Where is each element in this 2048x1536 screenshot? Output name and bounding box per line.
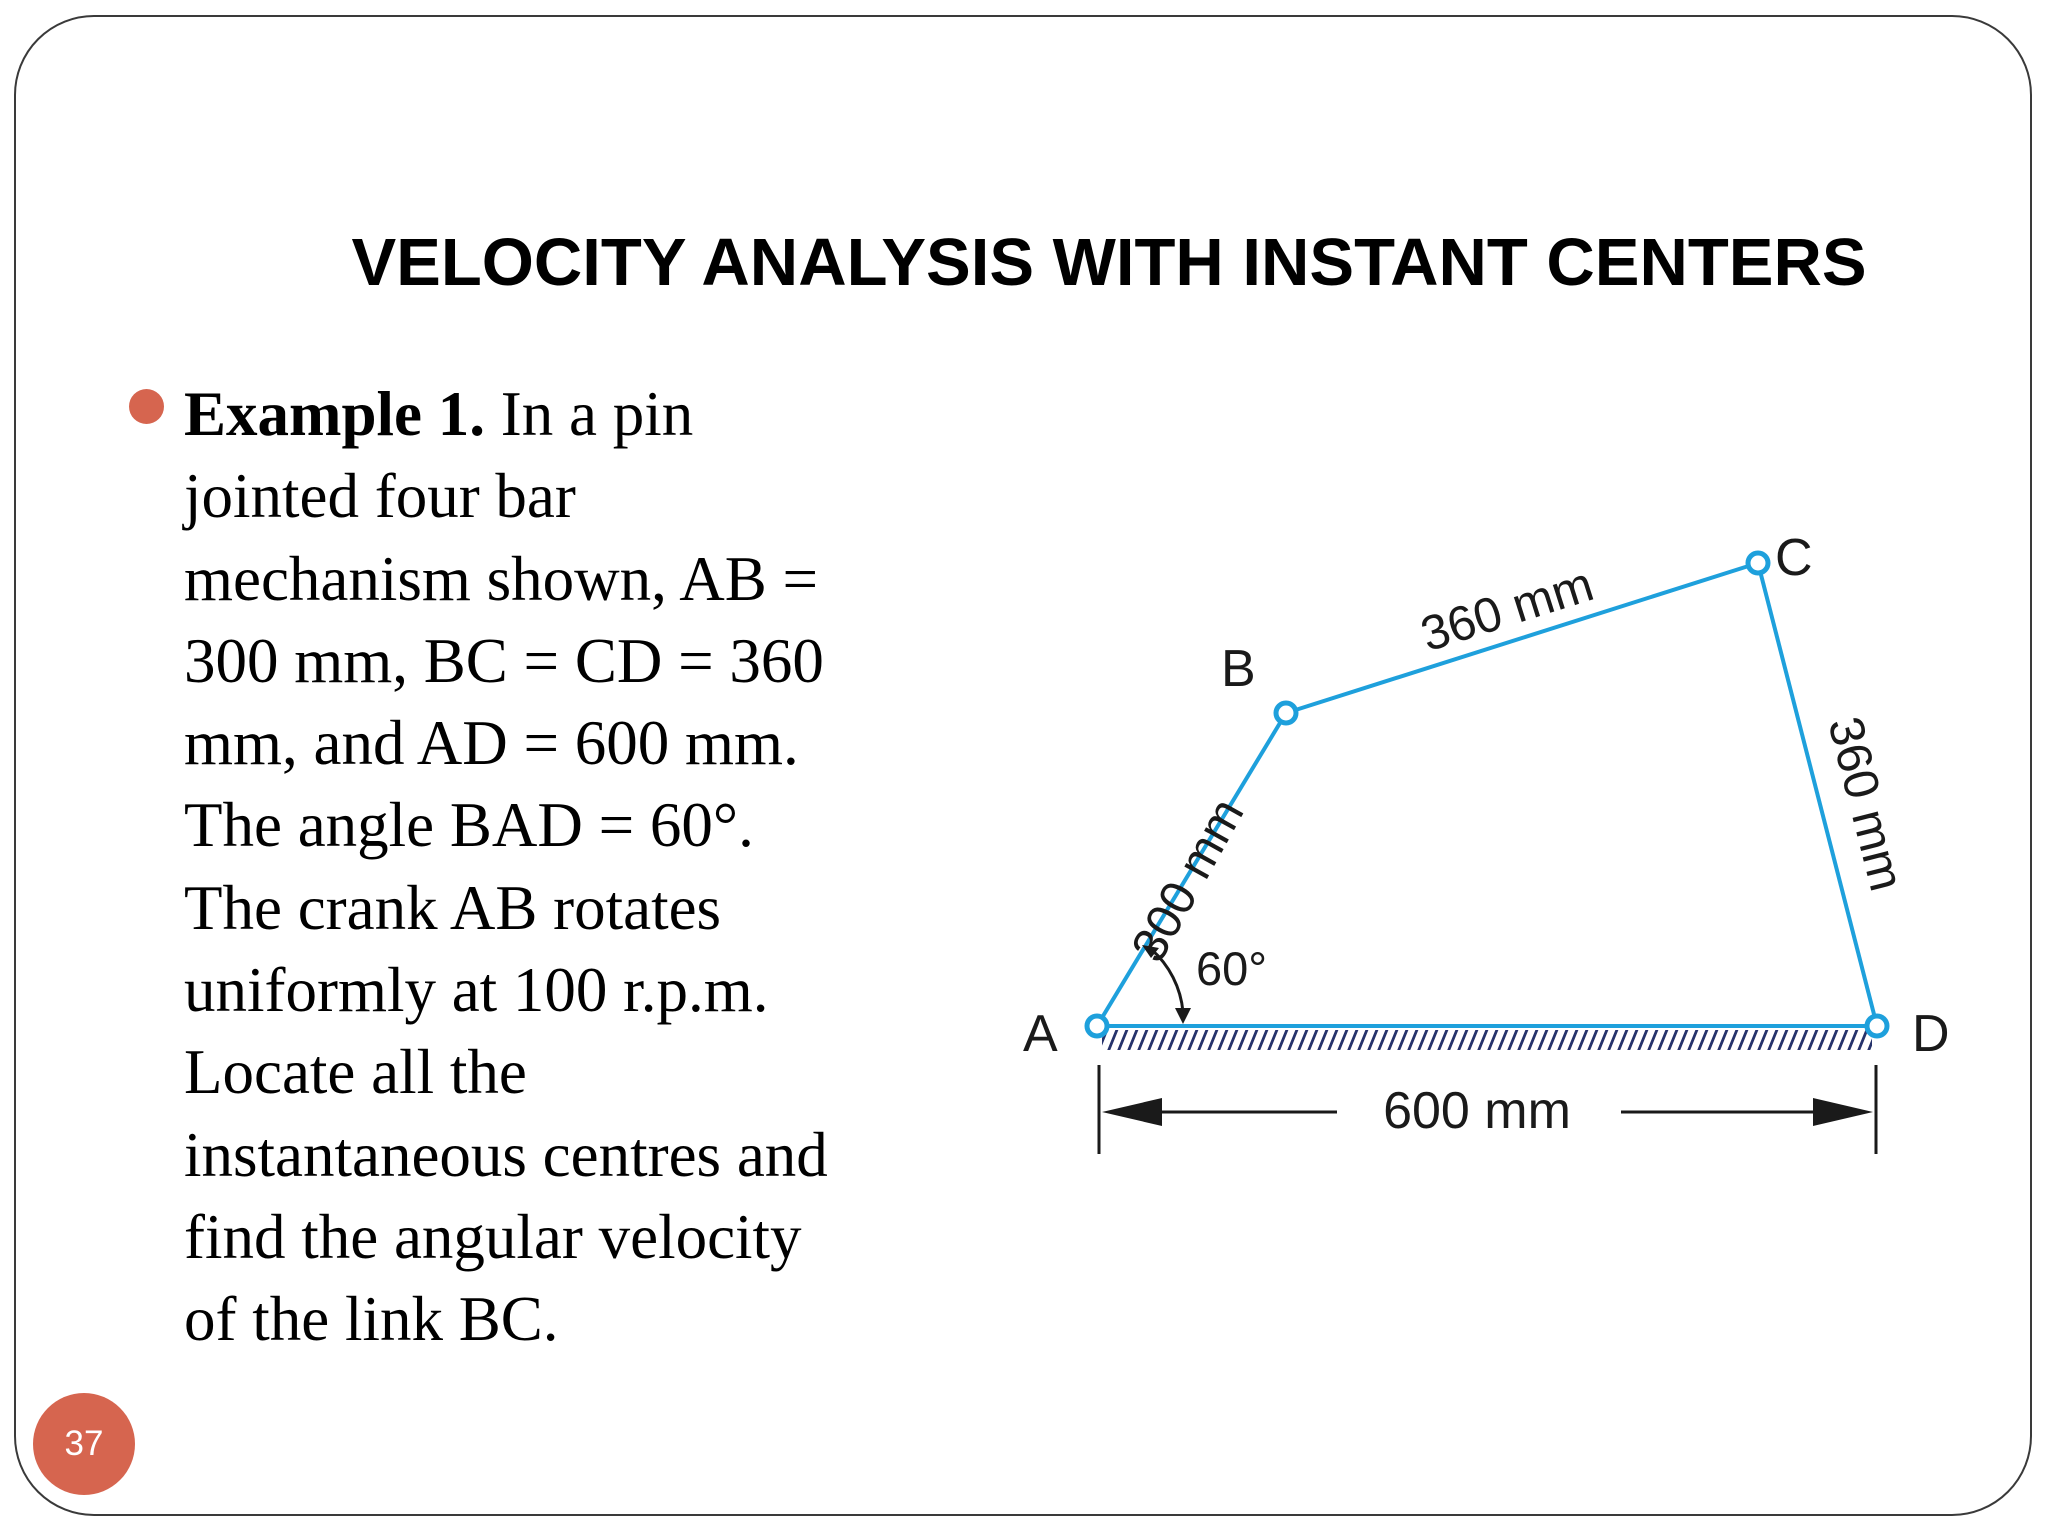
point-label-a: A (1023, 1005, 1058, 1063)
text-line: 300 mm, BC = CD = 360 (184, 625, 824, 696)
text-line: The crank AB rotates (184, 872, 722, 943)
joint-b (1273, 700, 1299, 726)
dimension-arrow-left (1102, 1098, 1162, 1126)
example-label: Example 1. (184, 379, 486, 449)
joint-a (1084, 1013, 1110, 1039)
point-label-d: D (1912, 1005, 1950, 1063)
text-line: mm, and AD = 600 mm. (184, 708, 799, 779)
text-line: instantaneous centres and (184, 1119, 828, 1190)
joint-c (1745, 550, 1771, 576)
label-ad-length: 600 mm (1383, 1082, 1571, 1140)
link-bc (1285, 561, 1759, 715)
text-line-1-rest: In a pin (485, 379, 694, 449)
text-line: find the angular velocity (184, 1201, 802, 1272)
dimension-arrow-right (1813, 1098, 1873, 1126)
text-line: of the link BC. (184, 1284, 559, 1355)
text-line: jointed four bar (184, 461, 576, 532)
slide-title: VELOCITY ANALYSIS WITH INSTANT CENTERS (351, 225, 1867, 300)
problem-text: Example 1. In a pin jointed four bar mec… (184, 373, 904, 1361)
joint-d (1864, 1013, 1890, 1039)
text-line-1: Example 1. In a pin (184, 373, 904, 455)
bullet-dot (129, 389, 164, 424)
page-number-badge: 37 (33, 1393, 135, 1495)
point-label-b: B (1221, 640, 1256, 698)
text-line: Locate all the (184, 1037, 527, 1108)
link-cd (1756, 562, 1879, 1027)
text-line: uniformly at 100 r.p.m. (184, 955, 769, 1026)
angle-arc (1150, 947, 1185, 1013)
angle-arrowhead-bottom (1175, 1008, 1191, 1024)
text-line: mechanism shown, AB = (184, 543, 818, 614)
slide-frame (14, 15, 2032, 1516)
label-bc-length: 360 mm (1415, 557, 1600, 662)
link-ab (1095, 711, 1288, 1028)
text-line: The angle BAD = 60°. (184, 790, 754, 861)
point-label-c: C (1775, 529, 1813, 587)
label-cd-length: 360 mm (1817, 712, 1913, 897)
label-angle: 60° (1196, 942, 1267, 995)
ground-hatching (1102, 1030, 1872, 1050)
angle-arrowhead-top (1142, 945, 1159, 958)
